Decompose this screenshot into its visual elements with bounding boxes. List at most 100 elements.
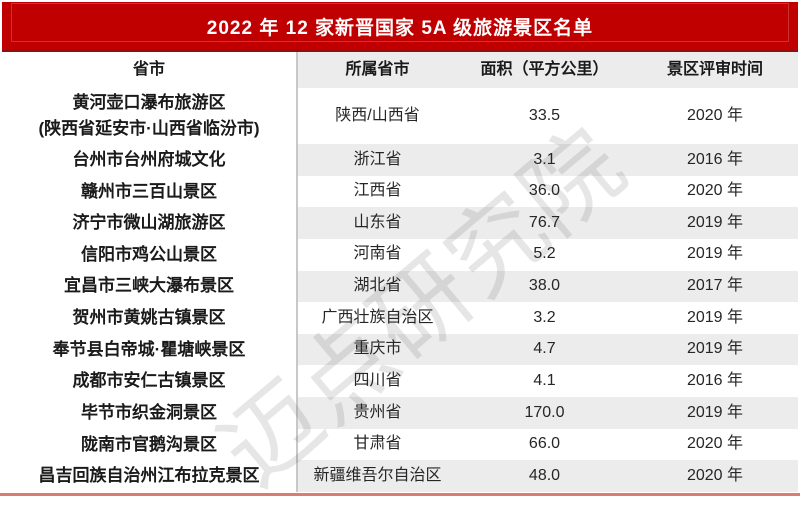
area-value: 38.0 <box>528 277 561 295</box>
table-title-banner: 2022 年 12 家新晋国家 5A 级旅游景区名单 <box>2 2 798 52</box>
province-cell: 重庆市 <box>298 333 457 366</box>
review-year-cell: 2019 年 <box>632 333 798 366</box>
review-year-value: 2020 年 <box>686 435 744 453</box>
scenic-area-name-cell: 赣州市三百山景区 <box>2 175 298 208</box>
review-year-cell: 2019 年 <box>632 239 798 271</box>
scenic-area-name-cell: 毕节市织金洞景区 <box>2 397 298 429</box>
area-cell: 4.7 <box>457 333 632 366</box>
province-cell: 陕西/山西省 <box>298 88 457 144</box>
province-value: 重庆市 <box>353 340 402 358</box>
area-cell: 170.0 <box>457 397 632 429</box>
table-row: 贺州市黄姚古镇景区 广西壮族自治区 3.2 2019 年 <box>2 302 798 334</box>
province-cell: 新疆维吾尔自治区 <box>298 460 457 492</box>
scenic-area-name-cell: 信阳市鸡公山景区 <box>2 238 298 271</box>
scenic-area-name: 赣州市三百山景区 <box>81 181 217 201</box>
review-year-cell: 2020 年 <box>632 88 798 144</box>
review-year-value: 2017 年 <box>686 277 744 295</box>
area-value: 3.1 <box>533 150 556 168</box>
review-year-cell: 2017 年 <box>632 270 798 303</box>
area-cell: 33.5 <box>457 88 632 144</box>
province-value: 山东省 <box>353 213 402 231</box>
table-row: 台州市台州府城文化 浙江省 3.1 2016 年 <box>2 144 798 176</box>
area-cell: 3.2 <box>457 302 632 334</box>
table-row: 信阳市鸡公山景区 河南省 5.2 2019 年 <box>2 238 798 271</box>
area-value: 4.1 <box>533 371 556 389</box>
area-cell: 36.0 <box>457 176 632 208</box>
area-value: 4.7 <box>533 340 556 358</box>
scenic-area-name: 台州市台州府城文化 <box>72 149 226 169</box>
province-cell: 浙江省 <box>298 144 457 176</box>
table-row: 黄河壶口瀑布旅游区 (陕西省延安市·山西省临汾市) 陕西/山西省 33.5 20… <box>2 88 798 144</box>
review-year-value: 2019 年 <box>686 245 744 263</box>
area-value: 5.2 <box>533 245 556 263</box>
column-header-review-time: 景区评审时间 <box>632 52 798 88</box>
province-value: 广西壮族自治区 <box>321 308 434 326</box>
area-value: 170.0 <box>524 403 565 421</box>
column-header-label: 面积（平方公里） <box>480 60 609 78</box>
scenic-area-name-cell: 奉节县白帝城·瞿塘峡景区 <box>2 333 298 366</box>
province-value: 新疆维吾尔自治区 <box>313 466 442 484</box>
review-year-cell: 2016 年 <box>632 365 798 397</box>
area-cell: 66.0 <box>457 429 632 461</box>
scenic-area-name: 陇南市官鹅沟景区 <box>81 434 217 454</box>
scenic-area-name-cell: 贺州市黄姚古镇景区 <box>2 302 298 334</box>
scenic-area-name-cell: 成都市安仁古镇景区 <box>2 365 298 397</box>
review-year-cell: 2016 年 <box>632 144 798 176</box>
area-value: 36.0 <box>528 182 561 200</box>
province-cell: 广西壮族自治区 <box>298 302 457 334</box>
column-header-province: 所属省市 <box>298 52 457 88</box>
table-row: 昌吉回族自治州江布拉克景区 新疆维吾尔自治区 48.0 2020 年 <box>2 460 798 492</box>
province-cell: 江西省 <box>298 176 457 208</box>
area-cell: 4.1 <box>457 365 632 397</box>
review-year-value: 2019 年 <box>686 308 744 326</box>
scenic-areas-table: 省市 所属省市 面积（平方公里） 景区评审时间 黄河壶口瀑布旅游区 (陕西省延安… <box>2 52 798 492</box>
scenic-area-name: 昌吉回族自治州江布拉克景区 <box>38 466 260 486</box>
review-year-cell: 2020 年 <box>632 460 798 492</box>
column-header-scenic-area: 省市 <box>2 52 298 88</box>
table-row: 赣州市三百山景区 江西省 36.0 2020 年 <box>2 175 798 208</box>
table-row: 济宁市微山湖旅游区 山东省 76.7 2019 年 <box>2 207 798 239</box>
area-value: 76.7 <box>528 213 561 231</box>
scenic-area-name: 信阳市鸡公山景区 <box>81 244 217 264</box>
province-cell: 贵州省 <box>298 397 457 429</box>
area-value: 48.0 <box>528 466 561 484</box>
province-cell: 湖北省 <box>298 270 457 303</box>
review-year-cell: 2019 年 <box>632 397 798 429</box>
province-value: 甘肃省 <box>353 435 402 453</box>
area-cell: 48.0 <box>457 460 632 492</box>
province-value: 江西省 <box>353 182 402 200</box>
scenic-area-name-cell: 陇南市官鹅沟景区 <box>2 428 298 461</box>
table-row: 成都市安仁古镇景区 四川省 4.1 2016 年 <box>2 365 798 397</box>
column-header-label: 省市 <box>132 60 165 78</box>
province-cell: 河南省 <box>298 239 457 271</box>
review-year-value: 2020 年 <box>686 466 744 484</box>
scenic-area-name-cell: 济宁市微山湖旅游区 <box>2 207 298 239</box>
review-year-value: 2019 年 <box>686 340 744 358</box>
province-cell: 山东省 <box>298 207 457 239</box>
scenic-area-name-cell: 黄河壶口瀑布旅游区 (陕西省延安市·山西省临汾市) <box>2 88 298 144</box>
scenic-area-name-cell: 昌吉回族自治州江布拉克景区 <box>2 460 298 492</box>
review-year-value: 2019 年 <box>686 213 744 231</box>
area-cell: 5.2 <box>457 239 632 271</box>
area-cell: 3.1 <box>457 144 632 176</box>
province-value: 四川省 <box>353 371 402 389</box>
province-value: 湖北省 <box>353 277 402 295</box>
table-row: 毕节市织金洞景区 贵州省 170.0 2019 年 <box>2 397 798 429</box>
scenic-area-name-cell: 台州市台州府城文化 <box>2 144 298 176</box>
review-year-value: 2020 年 <box>686 106 744 124</box>
review-year-value: 2016 年 <box>686 371 744 389</box>
table-header-row: 省市 所属省市 面积（平方公里） 景区评审时间 <box>2 52 798 88</box>
scenic-area-name-subline: (陕西省延安市·山西省临汾市) <box>38 119 260 138</box>
province-value: 贵州省 <box>353 403 402 421</box>
area-cell: 76.7 <box>457 207 632 239</box>
table-body: 黄河壶口瀑布旅游区 (陕西省延安市·山西省临汾市) 陕西/山西省 33.5 20… <box>2 88 798 492</box>
column-header-label: 景区评审时间 <box>666 60 763 78</box>
province-value: 河南省 <box>353 245 402 263</box>
scenic-area-name: 毕节市织金洞景区 <box>81 402 217 422</box>
scenic-area-name: 成都市安仁古镇景区 <box>72 371 226 391</box>
scenic-area-name: 贺州市黄姚古镇景区 <box>72 308 226 328</box>
table-row: 奉节县白帝城·瞿塘峡景区 重庆市 4.7 2019 年 <box>2 333 798 366</box>
scenic-area-name-cell: 宜昌市三峡大瀑布景区 <box>2 270 298 303</box>
column-header-area: 面积（平方公里） <box>457 52 632 88</box>
review-year-cell: 2019 年 <box>632 302 798 334</box>
